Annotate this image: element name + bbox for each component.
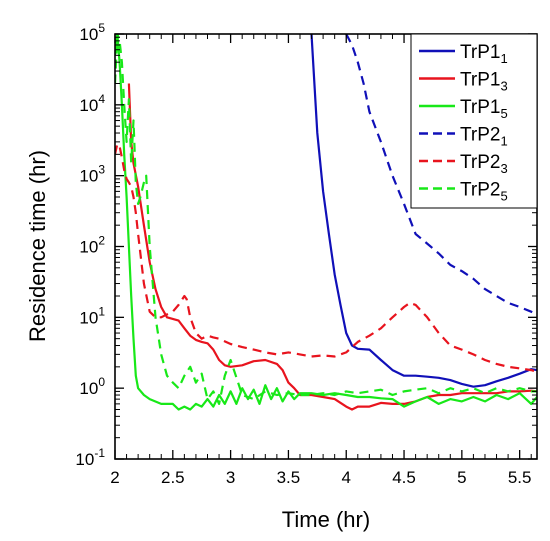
x-tick-label: 2 [110,468,119,487]
x-tick-label: 5.5 [508,468,532,487]
y-tick-label: 101 [79,304,105,327]
legend: TrP11 TrP13 TrP15 TrP21 TrP23 TrP25 [410,33,538,209]
tick-layer [114,33,537,460]
series-line-trp1-5-solid [115,34,537,411]
x-tick-label: 2.5 [161,468,185,487]
legend-label: TrP11 [460,42,508,66]
y-tick-label: 102 [79,234,105,257]
series-line-trp1-1-solid [310,34,537,388]
y-tick-label: 10-1 [75,446,105,469]
legend-label: TrP25 [460,180,508,204]
legend-label: TrP13 [460,70,508,94]
x-tick-label: 5 [457,468,466,487]
series-line-trp1-3-solid [127,83,537,411]
legend-label: TrP23 [460,152,508,176]
y-tick-label: 103 [79,163,105,186]
x-axis-title: Time (hr) [282,507,370,532]
y-axis-title: Residence time (hr) [25,150,50,342]
series-line-trp2-3-dash [115,142,537,373]
y-tick-label: 104 [79,92,105,115]
legend-label: TrP21 [460,125,508,149]
x-tick-label: 3 [226,468,235,487]
series-line-trp2-5-dash [115,34,537,405]
tick-label-layer: 2 2.5 3 3.5 4 4.5 5 5.5 10-1 100 101 102 103 104 105 [75,21,531,487]
x-tick-label: 3.5 [277,468,301,487]
series-layer [115,34,537,411]
y-tick-label: 100 [79,375,105,398]
legend-label: TrP15 [460,97,508,121]
x-tick-label: 4.5 [392,468,416,487]
y-tick-label: 105 [79,21,105,44]
legend-box [410,33,538,209]
x-tick-label: 4 [341,468,350,487]
